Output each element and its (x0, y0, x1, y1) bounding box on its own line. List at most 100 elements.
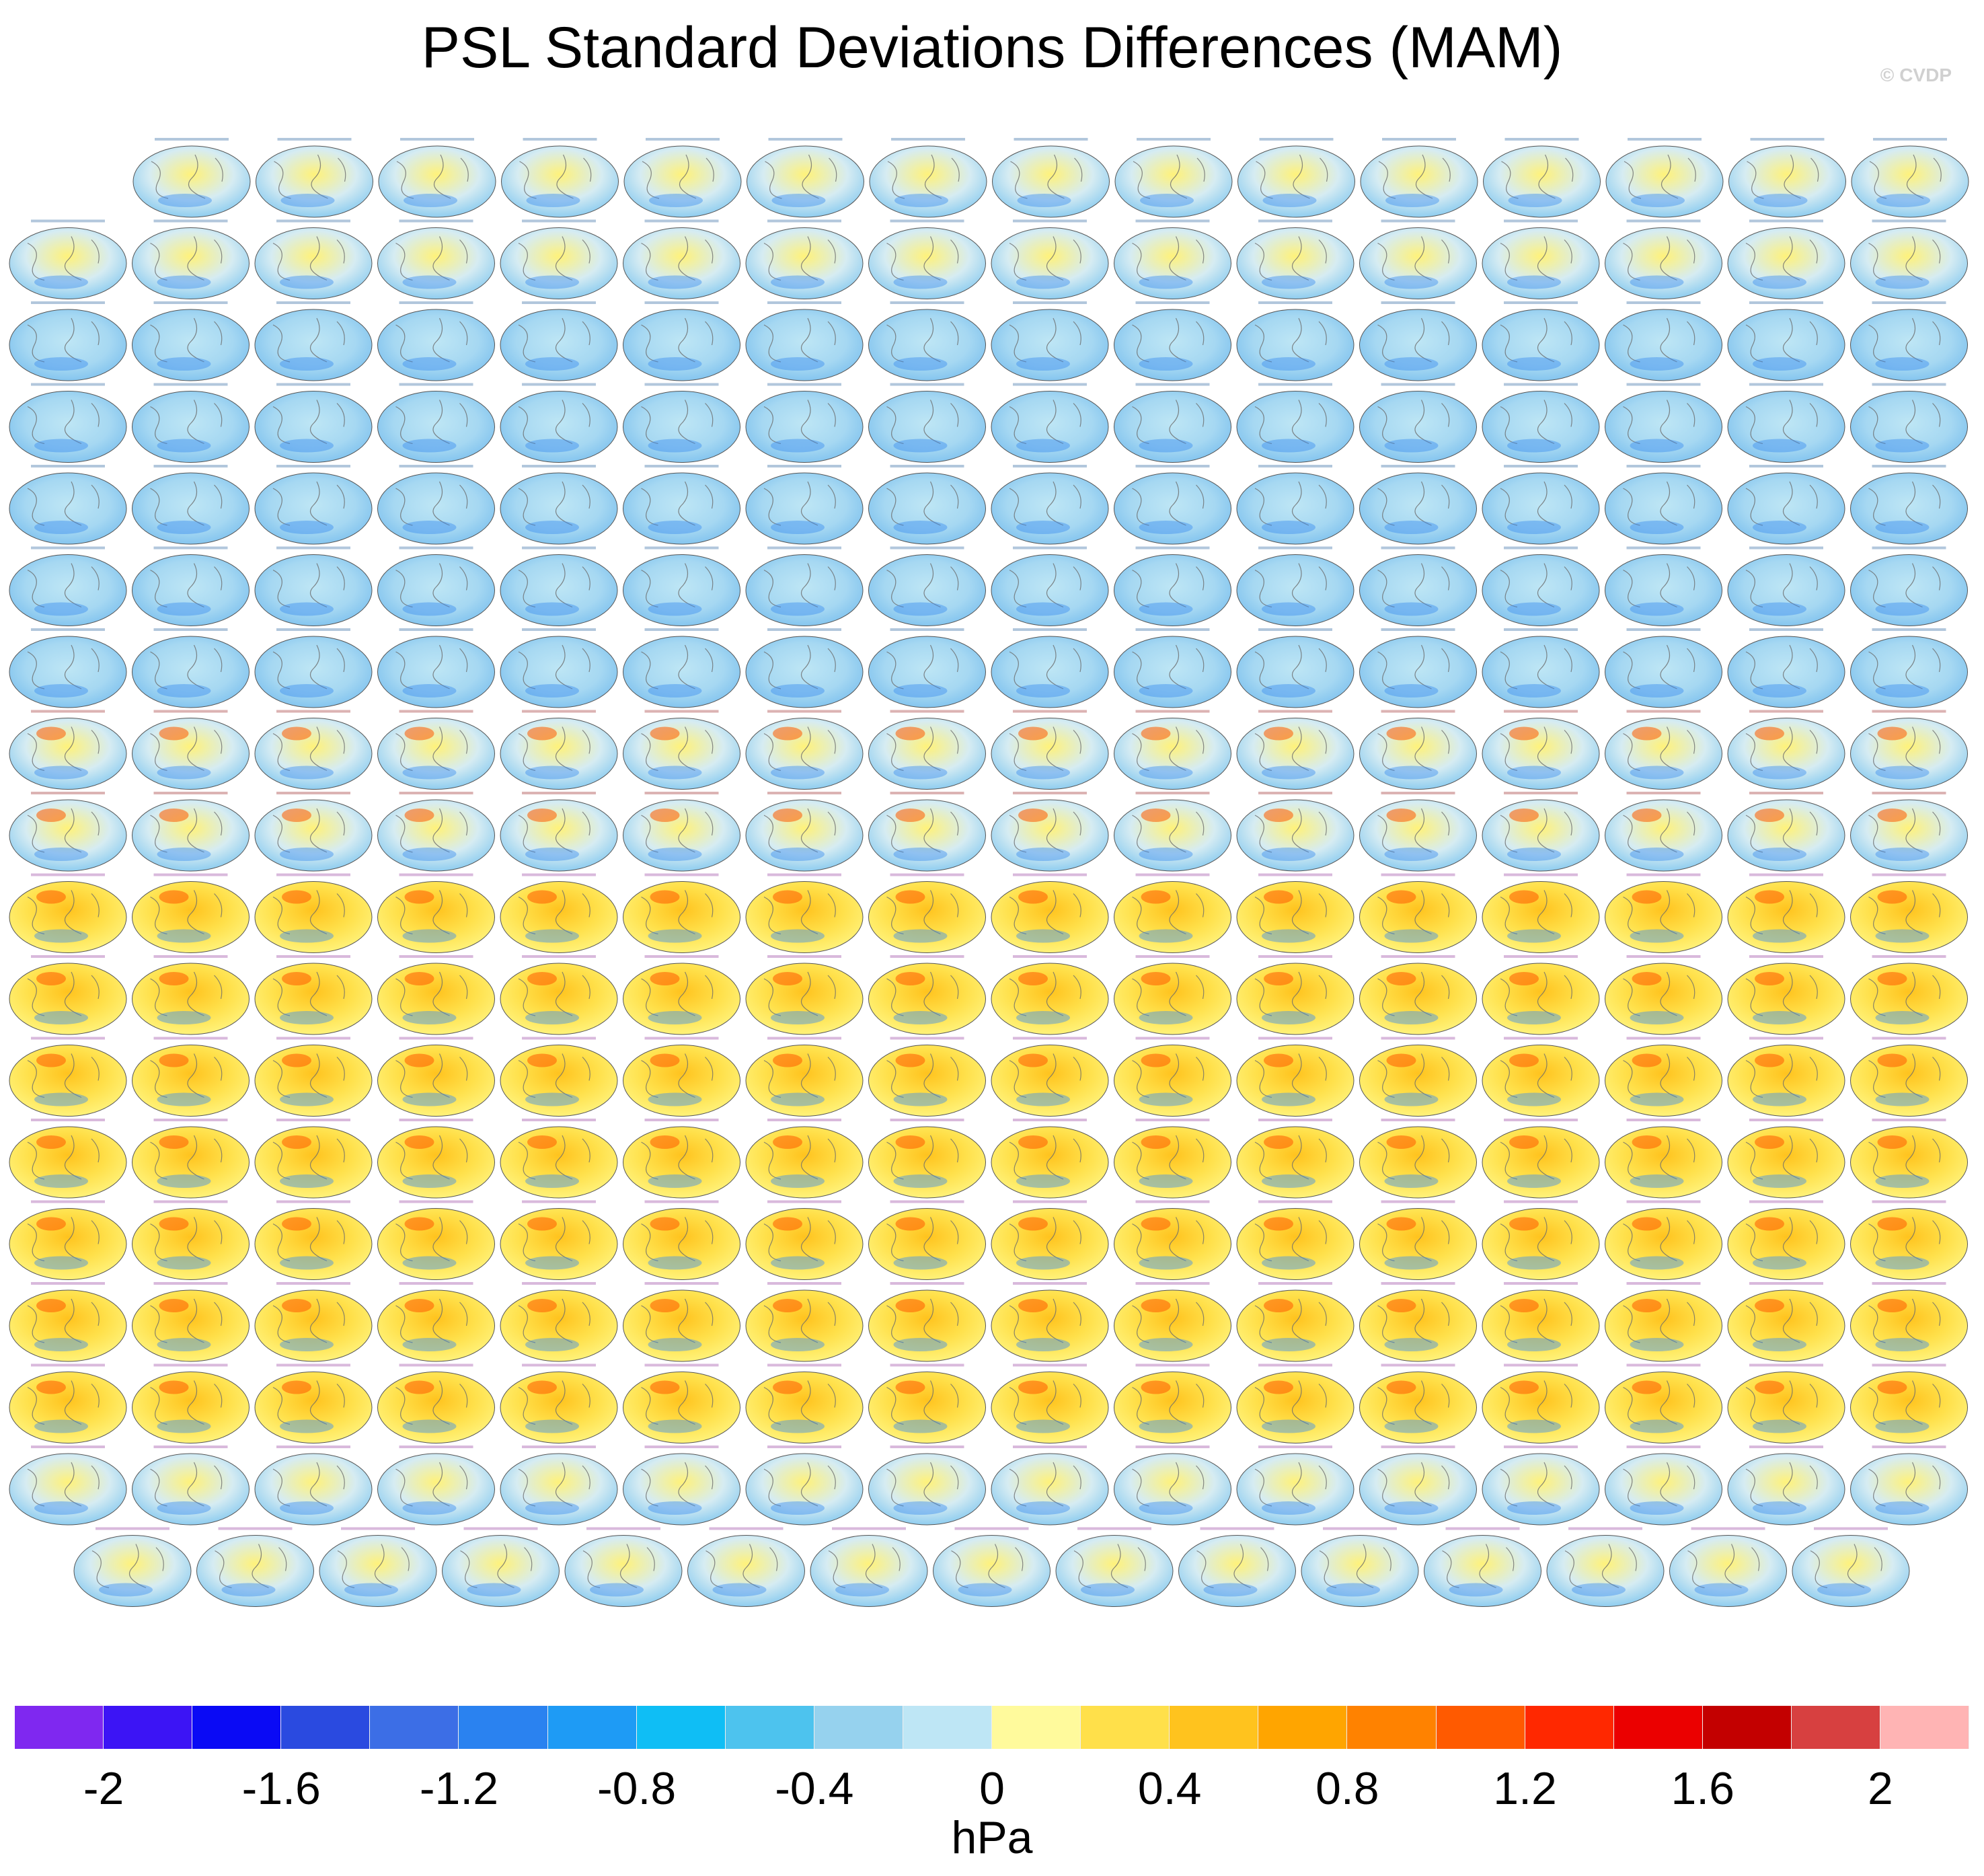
map-panel-title-strip (522, 628, 596, 631)
map-panel (1605, 1119, 1722, 1199)
anomaly-blob-negative (402, 1338, 457, 1351)
map-panel-title-strip (709, 1527, 784, 1530)
map-panel (1114, 546, 1231, 626)
map-panel (1482, 710, 1600, 790)
map-panel-title-strip (1137, 138, 1211, 141)
map-panel-title-strip (767, 628, 841, 631)
anomaly-blob-positive (895, 1053, 925, 1067)
anomaly-blob-positive (404, 1217, 434, 1231)
map-ellipse (868, 636, 986, 708)
anomaly-blob-positive (1018, 1380, 1048, 1394)
map-ellipse (868, 309, 986, 381)
coastline (151, 154, 223, 199)
anomaly-blob-positive (159, 1053, 189, 1067)
map-ellipse (1850, 636, 1968, 708)
anomaly-blob-negative (648, 1256, 702, 1270)
map-ellipse (1114, 145, 1233, 218)
map-panel (1605, 219, 1722, 299)
anomaly-blob-positive (1755, 1217, 1784, 1231)
map-ellipse (377, 227, 495, 299)
anomaly-blob-positive (1632, 972, 1662, 985)
map-ellipse (1114, 227, 1231, 299)
anomaly-blob-positive (1018, 972, 1048, 985)
coastline (1745, 808, 1818, 853)
map-ellipse (623, 1453, 740, 1526)
map-panel-title-strip (890, 792, 964, 794)
map-ellipse (1850, 309, 1968, 381)
anomaly-blob-negative (280, 1011, 334, 1024)
map-panel-title-strip (523, 138, 597, 141)
map-panel-title-strip (1135, 465, 1210, 467)
anomaly-blob-negative (1753, 357, 1806, 371)
map-ellipse (1605, 1453, 1722, 1526)
anomaly-blob-negative (402, 684, 457, 698)
map-panel-title-strip (399, 1200, 473, 1203)
coastline (150, 236, 223, 281)
coastline (641, 400, 714, 445)
anomaly-blob-negative (526, 194, 580, 207)
anomaly-blob-negative (1876, 194, 1930, 207)
anomaly-blob-negative (771, 1256, 825, 1270)
anomaly-blob-positive (36, 726, 66, 741)
map-panel-title-strip (1749, 955, 1823, 958)
map-ellipse (1114, 391, 1231, 463)
map-ellipse (1605, 145, 1724, 218)
colorbar-tick-label: -1.2 (419, 1763, 499, 1814)
map-panel-title-strip (276, 873, 350, 876)
map-panel (1114, 465, 1231, 545)
coastline (395, 1462, 468, 1507)
anomaly-blob-positive (1386, 1053, 1416, 1067)
map-panel (500, 1282, 618, 1362)
map-panel (868, 1200, 986, 1280)
anomaly-blob-positive (1141, 1135, 1171, 1149)
map-panel-title-strip (1013, 301, 1087, 304)
anomaly-blob-positive (159, 809, 189, 822)
anomaly-blob-positive (36, 1380, 66, 1394)
map-panel-title-strip (153, 628, 228, 631)
map-panel-title-strip (276, 792, 350, 794)
map-panel (1850, 383, 1968, 463)
anomaly-blob-negative (1507, 1501, 1561, 1515)
map-ellipse (1301, 1535, 1419, 1607)
map-panel (1605, 628, 1722, 708)
anomaly-blob-positive (1386, 890, 1416, 904)
map-panel (1727, 1282, 1845, 1362)
anomaly-blob-negative (1875, 765, 1930, 780)
map-panel (1850, 1200, 1968, 1280)
coastline (1868, 808, 1941, 853)
coastline (641, 1053, 714, 1098)
map-panel (1727, 873, 1845, 953)
map-panel-title-strip (276, 628, 350, 631)
map-panel (868, 1446, 986, 1526)
map-ellipse (623, 636, 740, 708)
anomaly-blob-positive (36, 809, 66, 822)
anomaly-blob-negative (1630, 1256, 1684, 1270)
anomaly-blob-negative (157, 1256, 211, 1270)
anomaly-blob-negative (1262, 848, 1315, 861)
map-ellipse (9, 636, 127, 708)
anomaly-blob-negative (1875, 357, 1930, 371)
map-ellipse (254, 554, 373, 626)
anomaly-blob-positive (1264, 972, 1293, 985)
anomaly-blob-negative (648, 521, 702, 534)
map-panel (1482, 1446, 1600, 1526)
map-panel (9, 1282, 127, 1362)
map-panel (500, 1363, 618, 1443)
map-panel (254, 792, 373, 872)
anomaly-blob-negative (1016, 1338, 1070, 1351)
anomaly-blob-negative (525, 1174, 579, 1188)
anomaly-blob-positive (773, 890, 802, 904)
map-ellipse (810, 1535, 928, 1607)
map-panel (623, 1200, 740, 1280)
map-panel (868, 1037, 986, 1117)
map-panel (623, 1119, 740, 1199)
coastline (1254, 236, 1327, 281)
anomaly-blob-negative (525, 848, 579, 861)
anomaly-blob-positive (1018, 1135, 1048, 1149)
map-panel-title-strip (1872, 628, 1946, 631)
anomaly-blob-positive (527, 972, 557, 985)
map-panel (1482, 873, 1600, 953)
anomaly-blob-negative (525, 765, 579, 780)
anomaly-blob-negative (280, 1338, 334, 1351)
map-panel (132, 546, 250, 626)
